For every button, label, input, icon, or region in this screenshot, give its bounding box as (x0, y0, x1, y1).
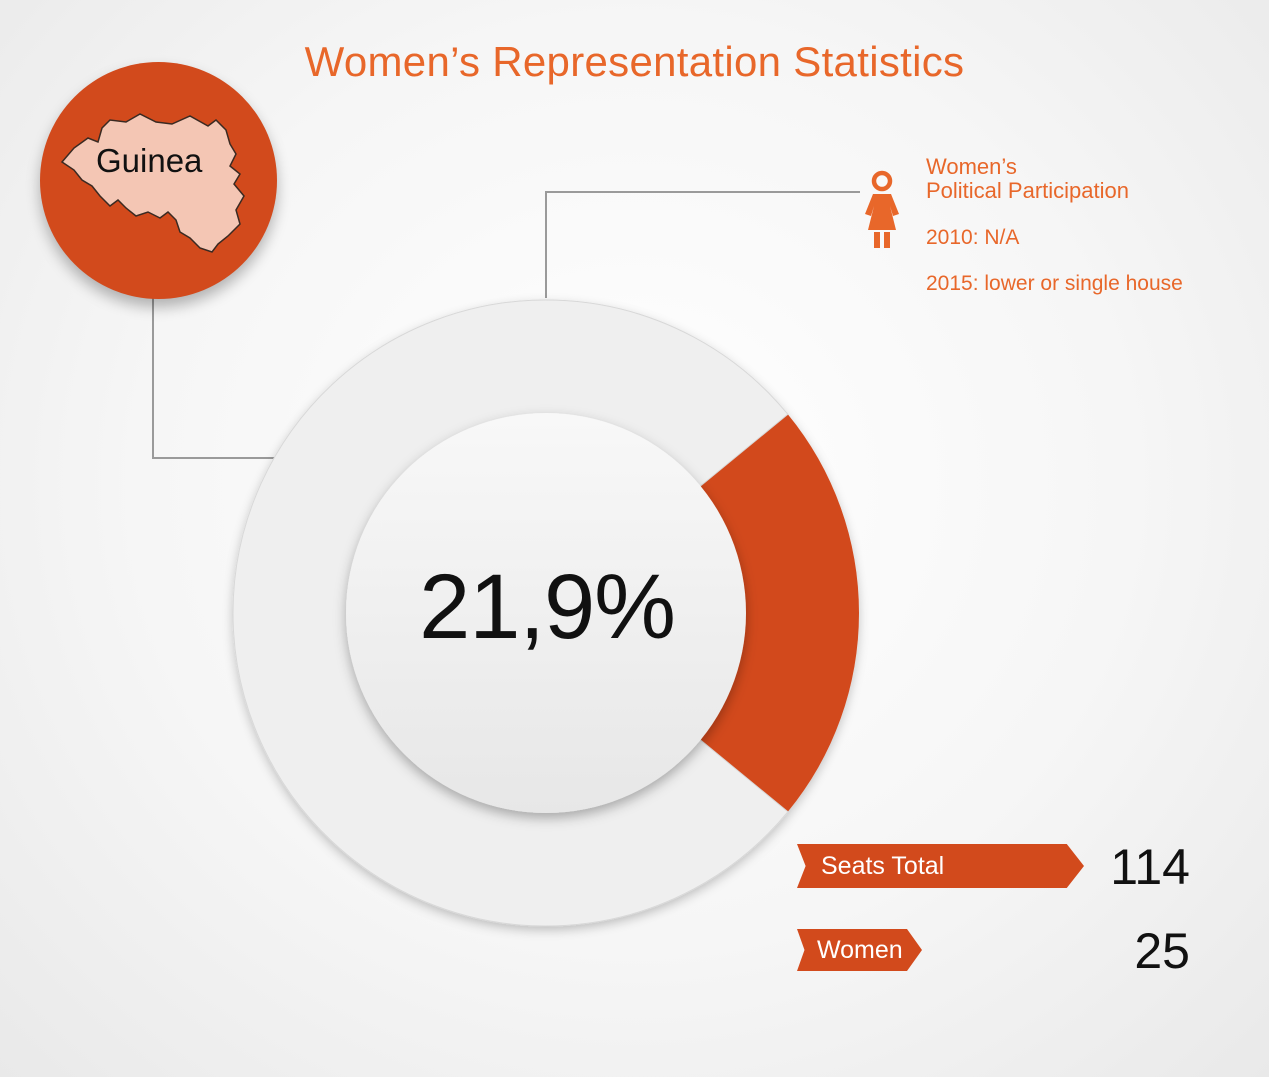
women-value: 25 (1134, 923, 1190, 979)
seats-total-ribbon: Seats Total (797, 844, 1084, 888)
page-title: Women’s Representation Statistics (304, 38, 965, 85)
women-ribbon: Women (797, 929, 922, 971)
participation-2010: 2010: N/A (926, 226, 1020, 249)
women-label: Women (817, 935, 903, 964)
participation-heading-line2: Political Participation (926, 178, 1129, 203)
donut-center (346, 413, 746, 813)
country-name: Guinea (96, 142, 203, 179)
seats-total-value: 114 (1110, 839, 1190, 895)
participation-heading-line1: Women’s (926, 154, 1017, 179)
participation-heading: Women’s Political Participation (926, 155, 1129, 203)
seats-total-label: Seats Total (821, 851, 945, 880)
participation-2015: 2015: lower or single house (926, 272, 1183, 295)
country-badge: Guinea (40, 62, 277, 299)
guinea-map-icon (60, 113, 245, 253)
center-percentage: 21,9% (419, 556, 676, 658)
woman-icon (865, 170, 899, 248)
